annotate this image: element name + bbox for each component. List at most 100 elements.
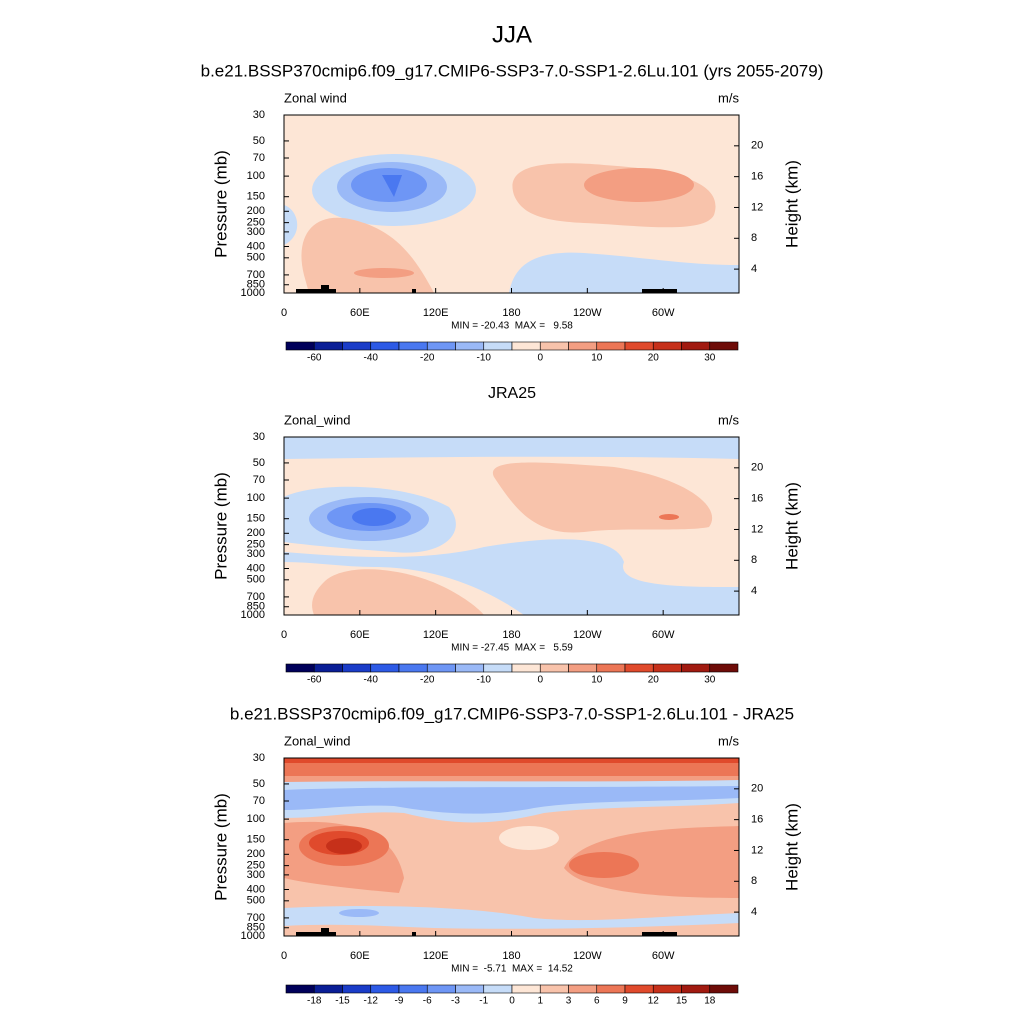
colorbar-box xyxy=(483,663,513,673)
y-axis-label: Pressure (mb) xyxy=(211,150,230,258)
contour-fill xyxy=(352,508,396,526)
y-tick-label: 400 xyxy=(247,883,265,895)
y-tick-label: 200 xyxy=(247,205,265,217)
colorbar-box xyxy=(624,341,654,351)
colorbar-label: -12 xyxy=(364,996,379,1007)
contour-fill xyxy=(412,932,416,936)
y-tick-label: 70 xyxy=(253,474,265,486)
right-label: m/s xyxy=(718,412,739,427)
contour-fill xyxy=(284,776,739,782)
contour-fill xyxy=(642,932,677,936)
x-tick-label: 60W xyxy=(652,307,675,319)
x-tick-label: 120E xyxy=(423,307,449,319)
y-tick-label: 300 xyxy=(247,226,265,238)
y2-tick-label: 20 xyxy=(751,783,763,795)
y-tick-label: 500 xyxy=(247,574,265,586)
y-tick-label: 500 xyxy=(247,252,265,264)
contour-fill xyxy=(326,838,362,854)
colorbar-box xyxy=(539,341,569,351)
y2-tick-label: 12 xyxy=(751,523,763,535)
y-tick-label: 1000 xyxy=(241,287,265,299)
contour-fill xyxy=(321,285,329,293)
contour-fill xyxy=(284,758,739,763)
y-tick-label: 30 xyxy=(253,109,265,121)
colorbar-box xyxy=(455,984,485,994)
contour-fill xyxy=(339,909,379,917)
colorbar-box xyxy=(568,984,598,994)
contour-fill xyxy=(312,569,484,615)
contour-fill xyxy=(569,852,639,878)
stats-label: MIN = -27.45 MAX = 5.59 xyxy=(451,643,573,654)
stats-label: MIN = -20.43 MAX = 9.58 xyxy=(451,321,573,332)
y2-tick-label: 16 xyxy=(751,171,763,183)
contour-fill xyxy=(321,928,329,936)
y2-tick-label: 8 xyxy=(751,232,757,244)
y2-tick-label: 20 xyxy=(751,462,763,474)
colorbar-box xyxy=(709,984,739,994)
y-tick-label: 50 xyxy=(253,778,265,790)
y-tick-label: 1000 xyxy=(241,930,265,942)
x-tick-label: 180 xyxy=(502,307,520,319)
contour-fill xyxy=(296,289,336,293)
y2-tick-label: 16 xyxy=(751,493,763,505)
x-tick-label: 120W xyxy=(573,307,602,319)
colorbar-box xyxy=(398,984,428,994)
left-label: Zonal wind xyxy=(284,90,347,105)
y-tick-label: 250 xyxy=(247,860,265,872)
y-tick-label: 50 xyxy=(253,457,265,469)
colorbar-box xyxy=(539,663,569,673)
colorbar-box xyxy=(511,984,541,994)
y-tick-label: 300 xyxy=(247,548,265,560)
colorbar-label: -15 xyxy=(335,996,350,1007)
colorbar-label: -1 xyxy=(479,996,488,1007)
colorbar-label: 10 xyxy=(591,353,603,364)
y-tick-label: 100 xyxy=(247,492,265,504)
y-tick-label: 200 xyxy=(247,848,265,860)
colorbar-box xyxy=(681,663,711,673)
colorbar-box xyxy=(652,663,682,673)
panel-title: b.e21.BSSP370cmip6.f09_g17.CMIP6-SSP3-7.… xyxy=(201,61,824,80)
right-label: m/s xyxy=(718,90,739,105)
y-axis-label: Pressure (mb) xyxy=(211,472,230,580)
panel-title: b.e21.BSSP370cmip6.f09_g17.CMIP6-SSP3-7.… xyxy=(230,704,794,723)
y-tick-label: 100 xyxy=(247,170,265,182)
panel-title: JRA25 xyxy=(488,385,536,402)
colorbar-box xyxy=(398,341,428,351)
y-tick-label: 700 xyxy=(247,912,265,924)
colorbar-box xyxy=(370,984,400,994)
contour-fill xyxy=(659,514,679,520)
colorbar-box xyxy=(483,341,513,351)
colorbar-box xyxy=(596,984,626,994)
y-tick-label: 700 xyxy=(247,269,265,281)
y-tick-label: 250 xyxy=(247,539,265,551)
colorbar-box xyxy=(596,663,626,673)
x-tick-label: 120E xyxy=(423,950,449,962)
colorbar-label: -9 xyxy=(395,996,404,1007)
y2-tick-label: 12 xyxy=(751,844,763,856)
colorbar-label: 6 xyxy=(594,996,600,1007)
contour-fill xyxy=(284,539,739,615)
colorbar-box xyxy=(285,663,315,673)
contour-field xyxy=(284,758,739,936)
y-tick-label: 850 xyxy=(247,279,265,291)
colorbar-label: -40 xyxy=(364,353,379,364)
y-tick-label: 50 xyxy=(253,135,265,147)
colorbar-box xyxy=(681,984,711,994)
colorbar-box xyxy=(285,341,315,351)
contour-fill xyxy=(354,268,414,278)
colorbar-box xyxy=(313,341,343,351)
colorbar-box xyxy=(370,341,400,351)
colorbar-box xyxy=(342,663,372,673)
colorbar-label: -20 xyxy=(420,675,435,686)
contour-fill xyxy=(284,205,298,245)
y2-axis-label: Height (km) xyxy=(782,803,801,891)
colorbar-box xyxy=(568,663,598,673)
colorbar-box xyxy=(398,663,428,673)
colorbar-label: 3 xyxy=(566,996,572,1007)
y-tick-label: 850 xyxy=(247,922,265,934)
colorbar-box xyxy=(624,663,654,673)
y-tick-label: 70 xyxy=(253,152,265,164)
colorbar-box xyxy=(313,663,343,673)
colorbar-box xyxy=(455,663,485,673)
y-tick-label: 250 xyxy=(247,217,265,229)
